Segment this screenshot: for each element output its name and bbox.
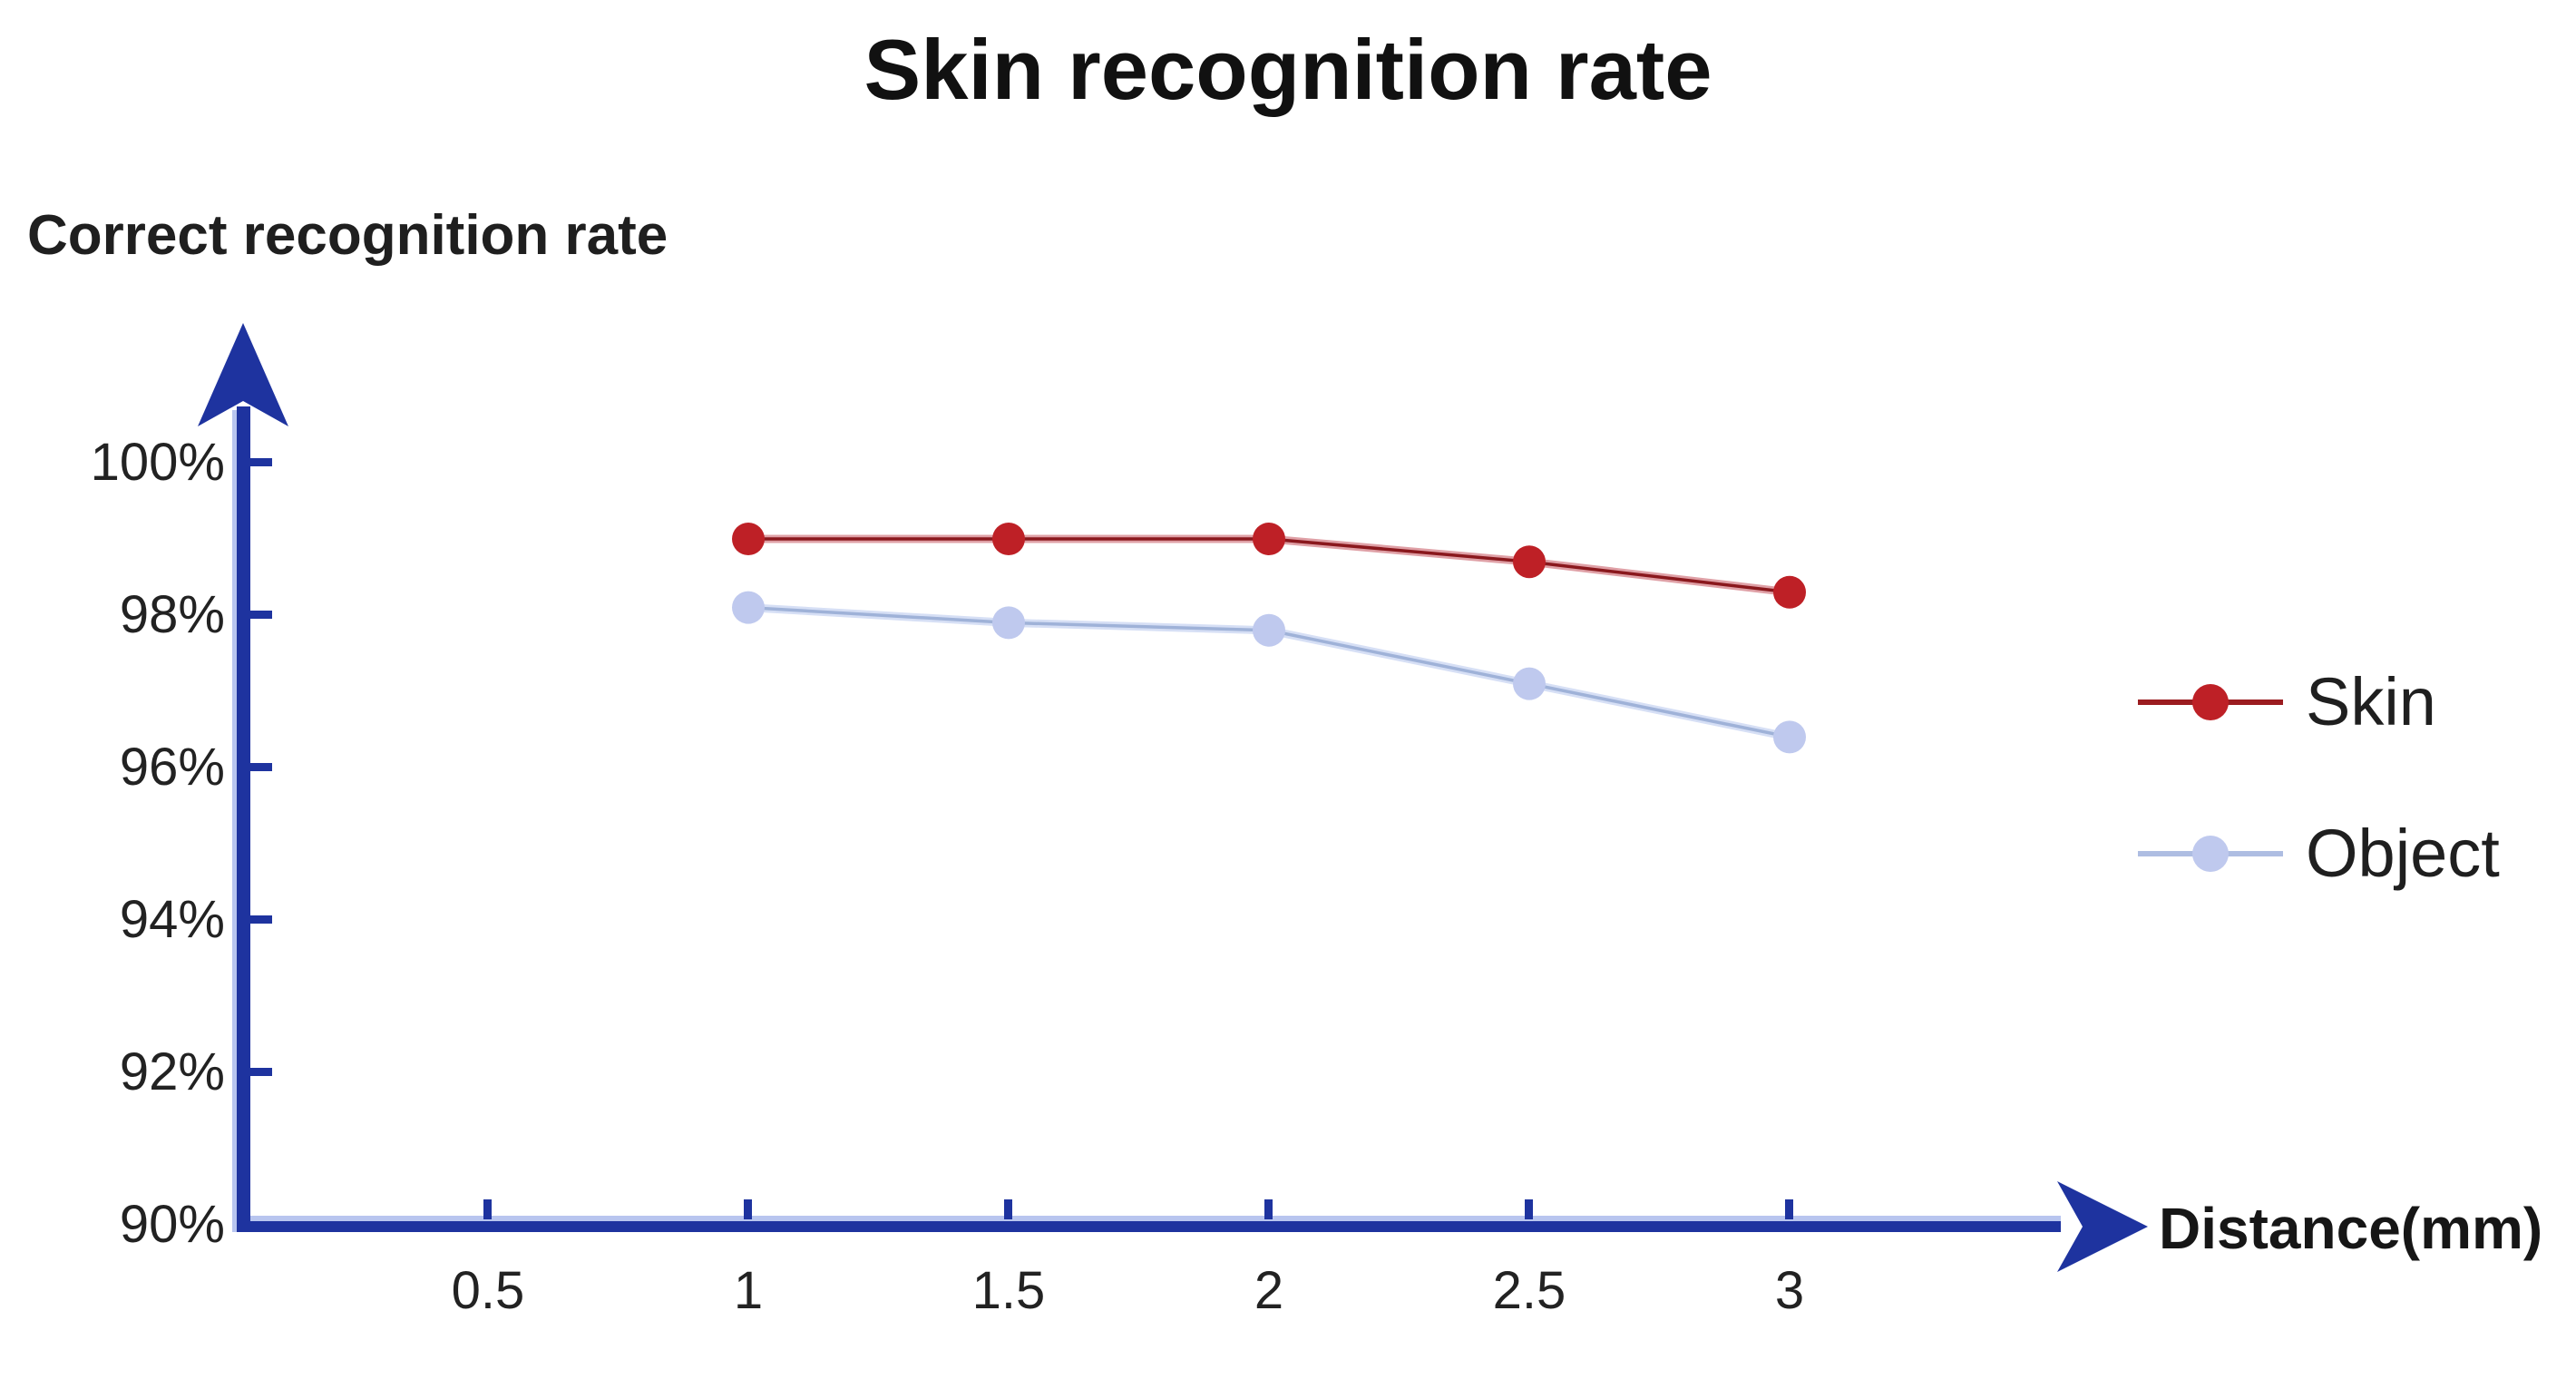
skin-series-point — [1773, 575, 1806, 609]
object-series-point — [1513, 667, 1546, 700]
y-axis-highlight — [232, 410, 238, 1232]
x-tick-label: 3 — [1774, 1261, 1805, 1320]
x-axis-highlight — [232, 1216, 2061, 1222]
y-tick-label: 94% — [119, 890, 225, 949]
y-tick-label: 90% — [119, 1195, 225, 1254]
y-tick-label: 98% — [119, 585, 225, 644]
x-tick-label: 2 — [1254, 1261, 1284, 1320]
y-axis-arrow-icon — [198, 323, 288, 426]
x-tick-label: 2.5 — [1492, 1261, 1566, 1320]
x-axis-title: Distance(mm) — [2159, 1196, 2543, 1261]
skin-series-point — [732, 523, 765, 555]
x-tick-mark — [483, 1199, 492, 1219]
x-tick-label: 1.5 — [971, 1261, 1046, 1320]
legend-label-object: Object — [2306, 816, 2500, 891]
y-tick-label: 96% — [119, 738, 225, 797]
skin-series-point — [1513, 545, 1546, 579]
y-tick-mark — [250, 1068, 272, 1076]
legend-item-object: Object — [2133, 820, 2500, 887]
object-legend-marker-icon — [2138, 836, 2283, 872]
y-tick-mark — [250, 763, 272, 771]
skin-series-point — [992, 523, 1025, 555]
x-tick-label: 0.5 — [451, 1261, 525, 1320]
chart-title: Skin recognition rate — [864, 22, 1712, 117]
x-axis-arrow-icon — [2057, 1181, 2148, 1272]
y-axis-line — [237, 406, 250, 1232]
legend: Skin Object — [2133, 669, 2500, 887]
x-tick-mark — [744, 1199, 752, 1219]
x-tick-mark — [1785, 1199, 1793, 1219]
y-tick-mark — [250, 915, 272, 924]
object-series-point — [1773, 720, 1806, 754]
skin-series-point — [1253, 523, 1285, 555]
legend-item-skin: Skin — [2133, 669, 2500, 736]
y-axis-title: Correct recognition rate — [27, 204, 668, 267]
x-axis-line — [232, 1221, 2061, 1232]
object-series-point — [992, 606, 1025, 640]
y-tick-mark — [250, 611, 272, 619]
object-series-point — [1253, 613, 1285, 647]
legend-label-skin: Skin — [2306, 664, 2436, 739]
y-tick-label: 92% — [119, 1042, 225, 1101]
y-tick-label: 100% — [90, 433, 225, 492]
x-tick-mark — [1004, 1199, 1012, 1219]
x-tick-label: 1 — [733, 1261, 764, 1320]
skin-legend-marker-icon — [2138, 684, 2283, 720]
y-tick-mark — [250, 458, 272, 466]
x-tick-mark — [1264, 1199, 1273, 1219]
x-tick-mark — [1525, 1199, 1533, 1219]
object-series-point — [732, 591, 765, 624]
